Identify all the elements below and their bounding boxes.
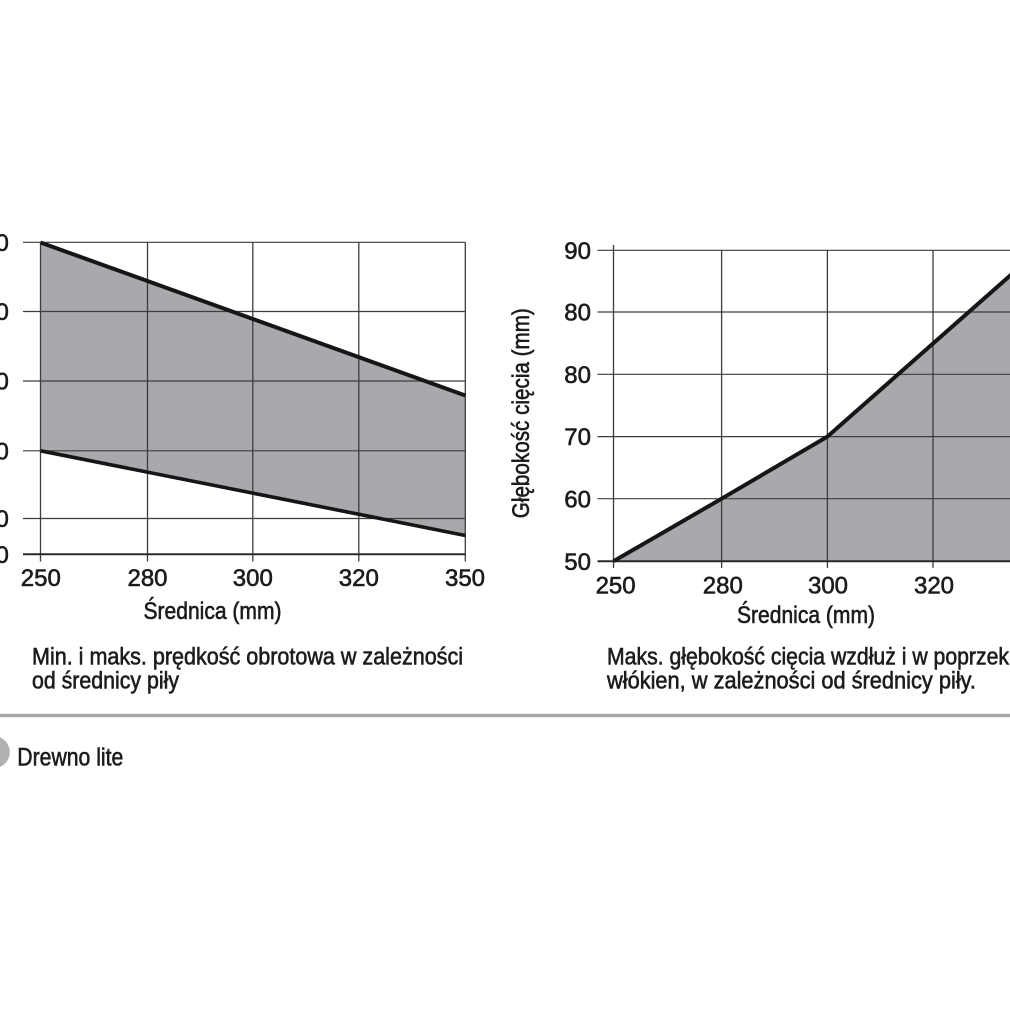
svg-text:6000: 6000: [0, 230, 9, 257]
svg-text:280: 280: [703, 573, 743, 600]
svg-text:280: 280: [127, 565, 167, 592]
svg-text:1500: 1500: [0, 542, 9, 569]
svg-text:3000: 3000: [0, 438, 9, 465]
svg-text:250: 250: [21, 565, 61, 592]
svg-text:Średnica (mm): Średnica (mm): [737, 601, 875, 629]
svg-text:60: 60: [564, 486, 591, 513]
svg-text:od średnicy piły: od średnicy piły: [32, 668, 179, 695]
svg-text:4000: 4000: [0, 369, 9, 396]
svg-text:włókien, w zależności od średn: włókien, w zależności od średnicy piły.: [606, 668, 976, 695]
svg-text:250: 250: [596, 573, 636, 600]
svg-text:300: 300: [233, 565, 273, 592]
svg-text:70: 70: [564, 424, 591, 451]
svg-text:Głębokość cięcia (mm): Głębokość cięcia (mm): [508, 308, 535, 518]
svg-text:5000: 5000: [0, 299, 9, 326]
svg-text:90: 90: [564, 238, 591, 265]
svg-text:80: 80: [564, 300, 591, 327]
svg-text:Średnica (mm): Średnica (mm): [144, 597, 282, 625]
svg-text:300: 300: [808, 573, 848, 600]
svg-text:Drewno lite: Drewno lite: [17, 743, 123, 771]
svg-text:50: 50: [564, 549, 591, 576]
svg-text:Maks. głębokość cięcia wzdłuż: Maks. głębokość cięcia wzdłuż i w poprze…: [607, 643, 1010, 670]
svg-text:Min. i maks. prędkość obrotowa: Min. i maks. prędkość obrotowa w zależno…: [32, 643, 463, 670]
svg-text:350: 350: [445, 565, 485, 592]
svg-text:2000: 2000: [0, 506, 9, 533]
svg-text:80: 80: [564, 362, 591, 389]
svg-text:320: 320: [914, 573, 954, 600]
svg-text:320: 320: [339, 565, 379, 592]
